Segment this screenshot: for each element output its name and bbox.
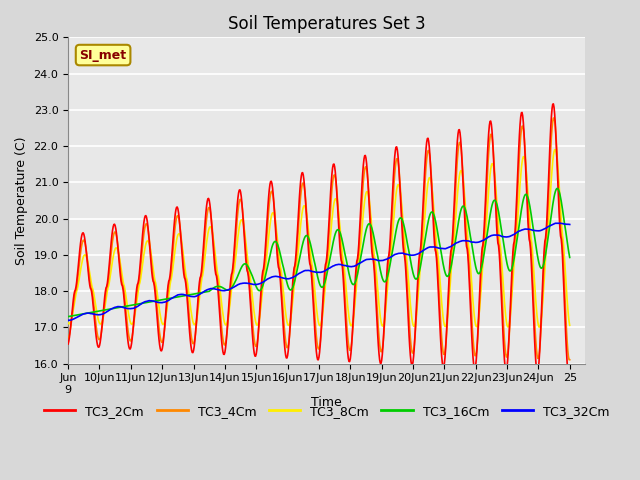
TC3_8Cm xyxy=(175,231,182,237)
TC3_32Cm xyxy=(553,220,561,226)
TC3_8Cm xyxy=(566,323,573,328)
TC3_2Cm xyxy=(175,210,182,216)
TC3_8Cm xyxy=(72,291,80,297)
TC3_4Cm xyxy=(566,357,573,362)
TC3_8Cm xyxy=(552,147,559,153)
Y-axis label: Soil Temperature (C): Soil Temperature (C) xyxy=(15,136,28,265)
TC3_16Cm xyxy=(64,314,72,320)
TC3_2Cm xyxy=(64,341,72,347)
TC3_2Cm xyxy=(425,138,433,144)
TC3_16Cm xyxy=(175,294,182,300)
Line: TC3_16Cm: TC3_16Cm xyxy=(68,188,570,317)
TC3_8Cm xyxy=(133,299,141,305)
TC3_8Cm xyxy=(64,320,72,326)
TC3_4Cm xyxy=(133,291,141,297)
TC3_4Cm xyxy=(550,115,558,121)
TC3_8Cm xyxy=(535,324,543,330)
TC3_16Cm xyxy=(566,254,573,260)
TC3_8Cm xyxy=(488,163,495,168)
TC3_16Cm xyxy=(554,185,561,191)
TC3_2Cm xyxy=(472,356,480,362)
TC3_4Cm xyxy=(175,214,182,220)
TC3_2Cm xyxy=(566,368,573,373)
TC3_2Cm xyxy=(565,372,573,377)
TC3_16Cm xyxy=(472,266,480,272)
TC3_4Cm xyxy=(488,132,495,137)
TC3_2Cm xyxy=(550,101,557,107)
TC3_32Cm xyxy=(472,240,480,245)
TC3_32Cm xyxy=(425,244,433,250)
TC3_2Cm xyxy=(133,286,141,291)
Title: Soil Temperatures Set 3: Soil Temperatures Set 3 xyxy=(228,15,426,33)
Legend: TC3_2Cm, TC3_4Cm, TC3_8Cm, TC3_16Cm, TC3_32Cm: TC3_2Cm, TC3_4Cm, TC3_8Cm, TC3_16Cm, TC3… xyxy=(39,400,614,423)
TC3_32Cm xyxy=(64,317,72,323)
TC3_4Cm xyxy=(72,287,80,292)
TC3_32Cm xyxy=(566,222,573,228)
TC3_2Cm xyxy=(488,121,495,127)
Line: TC3_2Cm: TC3_2Cm xyxy=(68,104,570,374)
Line: TC3_32Cm: TC3_32Cm xyxy=(68,223,570,320)
TC3_4Cm xyxy=(64,336,72,341)
TC3_16Cm xyxy=(133,301,141,307)
Line: TC3_4Cm: TC3_4Cm xyxy=(68,118,570,360)
TC3_16Cm xyxy=(488,205,495,211)
TC3_4Cm xyxy=(425,148,433,154)
X-axis label: Time: Time xyxy=(312,396,342,409)
TC3_8Cm xyxy=(425,177,433,182)
TC3_4Cm xyxy=(472,350,480,356)
TC3_32Cm xyxy=(72,315,80,321)
Line: TC3_8Cm: TC3_8Cm xyxy=(68,150,570,327)
Text: SI_met: SI_met xyxy=(79,48,127,61)
TC3_32Cm xyxy=(133,304,141,310)
TC3_8Cm xyxy=(472,324,480,329)
TC3_16Cm xyxy=(425,216,433,222)
TC3_16Cm xyxy=(72,312,80,318)
TC3_32Cm xyxy=(175,292,182,298)
TC3_2Cm xyxy=(72,284,80,290)
TC3_32Cm xyxy=(488,233,495,239)
